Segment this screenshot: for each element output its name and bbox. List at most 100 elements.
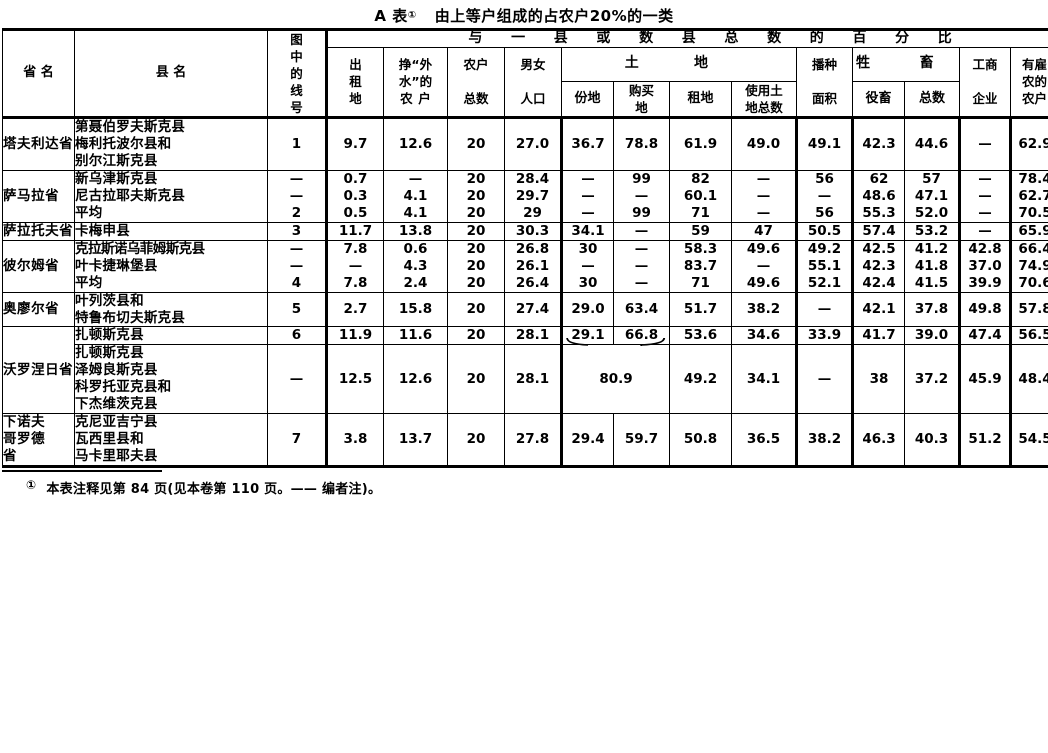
cell-draft-animals: 62 48.6 55.3 xyxy=(852,169,905,223)
header-line-number: 图 中 的 线 号 xyxy=(267,28,328,118)
cell-population: 30.3 xyxy=(504,221,563,241)
header-sown-area: 播种 面积 xyxy=(796,46,853,119)
cell-land-used-total: — — — xyxy=(731,169,798,223)
row-province: 彼尔姆省 xyxy=(2,239,75,293)
footnote-marker: ① xyxy=(26,477,37,492)
header-row-2: 出租地 挣“外 水”的 农户 农户 总数 男女 人口 土 地 播种 面积 牲 畜 工商 企业 xyxy=(3,46,1048,119)
cell-hired-labor: 57.8 xyxy=(1010,291,1048,328)
row-county: 克尼亚吉宁县 瓦西里县和 马卡里耶夫县 xyxy=(74,412,268,468)
cell-land-rented: 82 60.1 71 xyxy=(669,169,732,223)
cell-enterprises: 49.8 xyxy=(959,291,1012,328)
cell-land-bought: 63.4 xyxy=(613,291,670,328)
cell-rent-land: 12.5 xyxy=(326,344,384,414)
table-row: 沃罗涅日省 扎顿斯克县 6 11.9 11.6 20 28.1 29.1 66.… xyxy=(2,326,1048,414)
row-line-number: 1 xyxy=(267,116,328,171)
table-label: A 表 xyxy=(374,6,408,25)
footnote-text: 本表注释见第 84 页(见本卷第 110 页。—— 编者注)。 xyxy=(46,481,382,497)
cell-land-bought: — — — xyxy=(613,239,670,293)
cell-land-used-total: 49.6—49.6 xyxy=(731,239,798,293)
cell-sown-area: 56—56 xyxy=(796,169,854,223)
cell-land-allot: 34.1 xyxy=(561,221,614,241)
header-line-number-c1: 图 xyxy=(290,32,303,47)
cell-land-rented: 50.8 xyxy=(669,412,732,468)
cell-households: 20 xyxy=(447,221,505,241)
cell-livestock-total: 40.3 xyxy=(904,412,961,468)
cell-land-rented: 51.7 xyxy=(669,291,732,328)
cell-hired-labor: 62.9 xyxy=(1010,116,1048,171)
cell-draft-animals: 57.4 xyxy=(852,221,905,241)
cell-households: 20 20 20 xyxy=(447,239,505,293)
cell-households: 20 xyxy=(447,326,505,346)
cell-land-allot: 30—30 xyxy=(561,239,614,293)
header-land-bought: 购买地 xyxy=(613,80,670,120)
cell-land-allot: 29.4 xyxy=(561,412,614,468)
statistics-table: 省 名 县 名 图 中 的 线 号 与 一 县 或 数 县 总 数 的 百 分 … xyxy=(2,28,1048,468)
footnote-rule xyxy=(2,469,162,472)
cell-enterprises: 51.2 xyxy=(959,412,1012,468)
header-county: 县 名 xyxy=(74,28,268,118)
cell-rent-land: 11.7 xyxy=(326,221,384,241)
title-text: 由上等户组成的占农户20%的一类 xyxy=(434,6,674,25)
cell-rent-land: 0.7 0.3 0.5 xyxy=(326,169,384,223)
cell-hired-labor: 54.5 xyxy=(1010,412,1048,468)
table-row: 萨马拉省 新乌津斯克县 尼古拉耶夫斯克县 平均 — — 2 0.7 0.3 0.5 … xyxy=(2,169,1048,223)
cell-population: 27.0 xyxy=(504,116,563,171)
cell-sown-area: 50.5 xyxy=(796,221,854,241)
cell-enterprises: 42.8 37.0 39.9 xyxy=(959,239,1012,293)
cell-land-used-total: 34.1 xyxy=(731,344,798,414)
cell-land-bought: 66.8 xyxy=(613,326,670,348)
cell-land-bought: 99—99 xyxy=(613,169,670,223)
cell-land-rented: 58.3 83.7 71 xyxy=(669,239,732,293)
cell-rent-land: 3.8 xyxy=(326,412,384,468)
row-line-number: 6 xyxy=(267,326,328,346)
table-row: 奥廖尔省 叶列茨县和 特鲁布切夫斯克县 5 2.7 15.8 20 27.4 2… xyxy=(2,291,1048,328)
row-county: 叶列茨县和 特鲁布切夫斯克县 xyxy=(74,291,268,328)
header-row-group: 省 名 县 名 图 中 的 线 号 与 一 县 或 数 县 总 数 的 百 分 … xyxy=(2,28,1048,118)
cell-population: 27.8 xyxy=(504,412,563,468)
cell-livestock-total: 37.8 xyxy=(904,291,961,328)
cell-sown-area: 33.9 xyxy=(796,326,854,346)
row-province: 萨拉托夫省 xyxy=(2,221,75,241)
cell-land-allot: 29.1 xyxy=(561,326,614,347)
brace-left-half xyxy=(566,334,610,347)
row-line-number: — — 4 xyxy=(267,239,328,293)
header-percent-group: 与 一 县 或 数 县 总 数 的 百 分 比 xyxy=(325,28,1048,48)
header-line-number-c4: 线 xyxy=(290,83,303,98)
cell-hired-labor: 65.9 xyxy=(1010,221,1048,241)
cell-rent-land: 2.7 xyxy=(326,291,384,328)
cell-hired-labor: 78.4 62.7 70.5 xyxy=(1010,169,1048,223)
row-line-number: 5 xyxy=(267,291,328,328)
cell-draft-animals: 38 xyxy=(852,344,905,414)
cell-land-allot: 36.7 xyxy=(561,116,614,171)
header-livestock-group: 牲 畜 xyxy=(852,46,960,82)
cell-outside-water: —4.1 4.1 xyxy=(383,169,448,223)
cell-outside-water: 0.6 4.3 2.4 xyxy=(383,239,448,293)
cell-draft-animals: 42.5 42.3 42.4 xyxy=(852,239,905,293)
cell-land-used-total: 49.0 xyxy=(731,116,798,171)
cell-households: 20 xyxy=(447,116,505,171)
footnote: ① 本表注释见第 84 页(见本卷第 110 页。—— 编者注)。 xyxy=(0,478,1048,497)
header-land-allot: 份地 xyxy=(561,80,614,120)
header-land-used-total: 使用土 地总数 xyxy=(731,80,797,120)
cell-rent-land: 11.9 xyxy=(326,326,384,346)
cell-outside-water: 13.8 xyxy=(383,221,448,241)
row-line-number: 7 xyxy=(267,412,328,468)
header-land-rented: 租地 xyxy=(669,80,732,120)
cell-sown-area: — xyxy=(796,291,854,328)
cell-population: 28.1 xyxy=(504,344,563,414)
cell-livestock-total: 53.2 xyxy=(904,221,961,241)
row-province: 沃罗涅日省 xyxy=(2,326,75,414)
cell-land-rented: 61.9 xyxy=(669,116,732,171)
cell-outside-water: 11.6 xyxy=(383,326,448,346)
cell-livestock-total: 37.2 xyxy=(904,344,961,414)
cell-livestock-total: 41.2 41.8 41.5 xyxy=(904,239,961,293)
cell-households: 20 xyxy=(447,291,505,328)
header-rent-land: 出租地 xyxy=(326,46,384,119)
title-footnote-marker: ① xyxy=(407,9,417,21)
cell-hired-labor: 48.4 xyxy=(1010,344,1048,414)
table-row: 彼尔姆省 克拉斯诺乌菲姆斯克县 叶卡捷琳堡县 平均 — — 4 7.8—7.8 … xyxy=(2,239,1048,293)
header-line-number-c3: 的 xyxy=(290,66,303,81)
cell-sown-area: — xyxy=(796,344,854,414)
cell-outside-water: 12.6 xyxy=(383,344,448,414)
